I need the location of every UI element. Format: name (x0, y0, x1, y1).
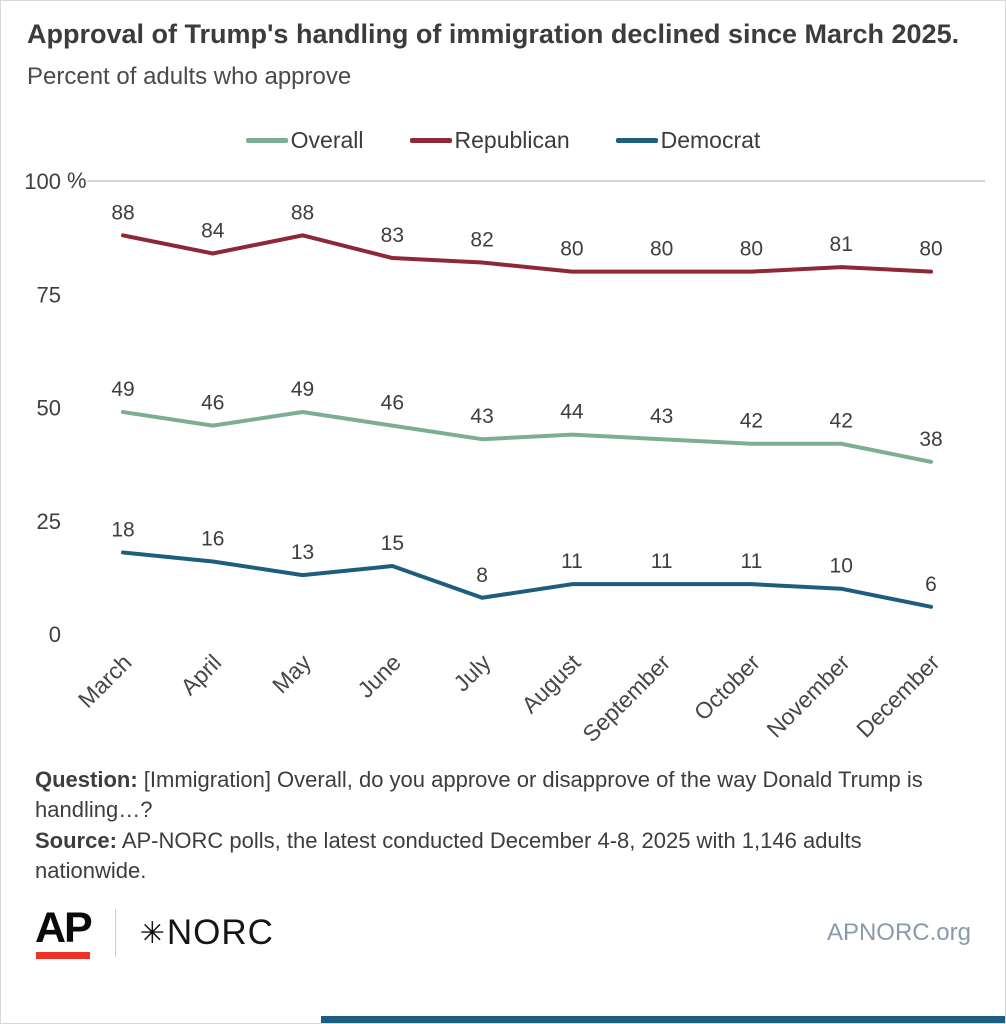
data-label-republican-april: 84 (201, 219, 225, 242)
y-tick-label-50: 50 (37, 395, 61, 420)
norc-star-icon: ✳ (139, 916, 165, 950)
source-note: Source: AP-NORC polls, the latest conduc… (35, 826, 970, 885)
data-label-republican-august: 80 (560, 238, 583, 261)
data-label-republican-october: 80 (740, 238, 763, 261)
data-label-democrat-june: 15 (381, 532, 404, 555)
x-tick-label-march: March (73, 649, 137, 713)
chart-title: Approval of Trump's handling of immigrat… (27, 19, 960, 49)
chart-area: 0 25 50 75 100% March April May June July August Se… (1, 156, 1005, 759)
data-label-overall-october: 42 (740, 410, 763, 433)
data-label-overall-june: 46 (381, 392, 404, 415)
logo-divider (114, 909, 116, 958)
data-label-democrat-september: 11 (651, 550, 673, 573)
x-tick-label-june: June (352, 649, 406, 703)
chart-subtitle: Percent of adults who approve (27, 62, 352, 90)
data-label-republican-september: 80 (650, 238, 673, 261)
data-label-republican-march: 88 (111, 201, 134, 224)
data-label-overall-august: 44 (560, 401, 584, 424)
legend-item-republican: Republican (409, 126, 570, 154)
legend-label-overall: Overall (290, 126, 364, 153)
data-label-democrat-november: 10 (830, 555, 853, 578)
data-label-republican-may: 88 (291, 201, 314, 224)
source-text: AP-NORC polls, the latest conducted Dece… (35, 828, 862, 883)
data-label-overall-september: 43 (650, 405, 673, 428)
data-label-republican-june: 83 (381, 224, 404, 247)
data-label-democrat-october: 11 (741, 550, 763, 573)
data-label-overall-may: 49 (291, 378, 314, 401)
legend-swatch-overall (245, 137, 288, 143)
legend-label-republican: Republican (454, 126, 570, 153)
norc-logo-text: NORC (166, 913, 274, 953)
data-label-overall-november: 42 (830, 410, 853, 433)
data-label-overall-december: 38 (919, 428, 942, 451)
x-tick-label-november: November (761, 649, 855, 743)
question-text: [Immigration] Overall, do you approve or… (35, 766, 923, 822)
x-tick-label-december: December (851, 649, 945, 743)
line-republican (121, 233, 933, 274)
chart-legend: Overall Republican Democrat (1, 127, 1005, 154)
ap-logo-red-bar (35, 951, 90, 959)
x-tick-label-august: August (516, 649, 585, 718)
x-tick-label-september: September (577, 649, 675, 747)
question-label: Question: (35, 766, 138, 792)
chart-notes: Question: [Immigration] Overall, do you … (1, 759, 1005, 886)
legend-swatch-democrat (615, 137, 658, 143)
y-tick-label-0: 0 (49, 622, 61, 647)
line-chart: 0 25 50 75 100 % March April May June July AugustSe… (24, 168, 985, 747)
chart-header: Approval of Trump's handling of immigrat… (1, 1, 1005, 91)
data-label-overall-march: 49 (111, 378, 134, 401)
data-label-republican-november: 81 (830, 233, 853, 256)
y-tick-label-25: 25 (37, 509, 61, 534)
branding-row: AP ✳ NORC APNORC.org (1, 903, 1005, 959)
x-tick-label-may: May (267, 649, 316, 698)
ap-logo-text: AP (35, 903, 93, 952)
data-label-democrat-may: 13 (291, 541, 314, 564)
legend-swatch-republican (409, 137, 452, 143)
x-tick-label-april: April (175, 649, 226, 700)
data-label-overall-july: 43 (470, 405, 493, 428)
norc-logo: ✳ NORC (140, 913, 274, 953)
data-label-democrat-march: 18 (111, 518, 134, 541)
data-label-democrat-december: 6 (925, 573, 937, 596)
data-label-overall-april: 46 (201, 392, 224, 415)
ap-logo: AP (35, 903, 93, 959)
logo-group: AP ✳ NORC (35, 903, 274, 959)
y-tick-label-100: 100 (24, 169, 61, 194)
line-democrat (121, 550, 933, 609)
legend-item-democrat: Democrat (615, 126, 761, 154)
bottom-accent-bar (321, 1016, 1005, 1023)
legend-item-overall: Overall (245, 126, 364, 154)
y-tick-label-75: 75 (37, 282, 61, 307)
data-label-republican-december: 80 (919, 238, 942, 261)
legend-label-democrat: Democrat (660, 126, 761, 153)
x-tick-label-october: October (689, 649, 765, 725)
line-overall (121, 409, 933, 464)
data-label-democrat-august: 11 (561, 550, 583, 573)
source-label: Source: (35, 828, 117, 854)
data-label-democrat-april: 16 (201, 527, 224, 550)
question-note: Question: [Immigration] Overall, do you … (35, 765, 970, 824)
data-label-republican-july: 82 (470, 228, 493, 251)
y-axis-unit: % (67, 168, 87, 193)
data-label-democrat-july: 8 (476, 564, 488, 587)
x-tick-label-july: July (448, 649, 496, 697)
apnorc-website-link[interactable]: APNORC.org (826, 919, 971, 947)
